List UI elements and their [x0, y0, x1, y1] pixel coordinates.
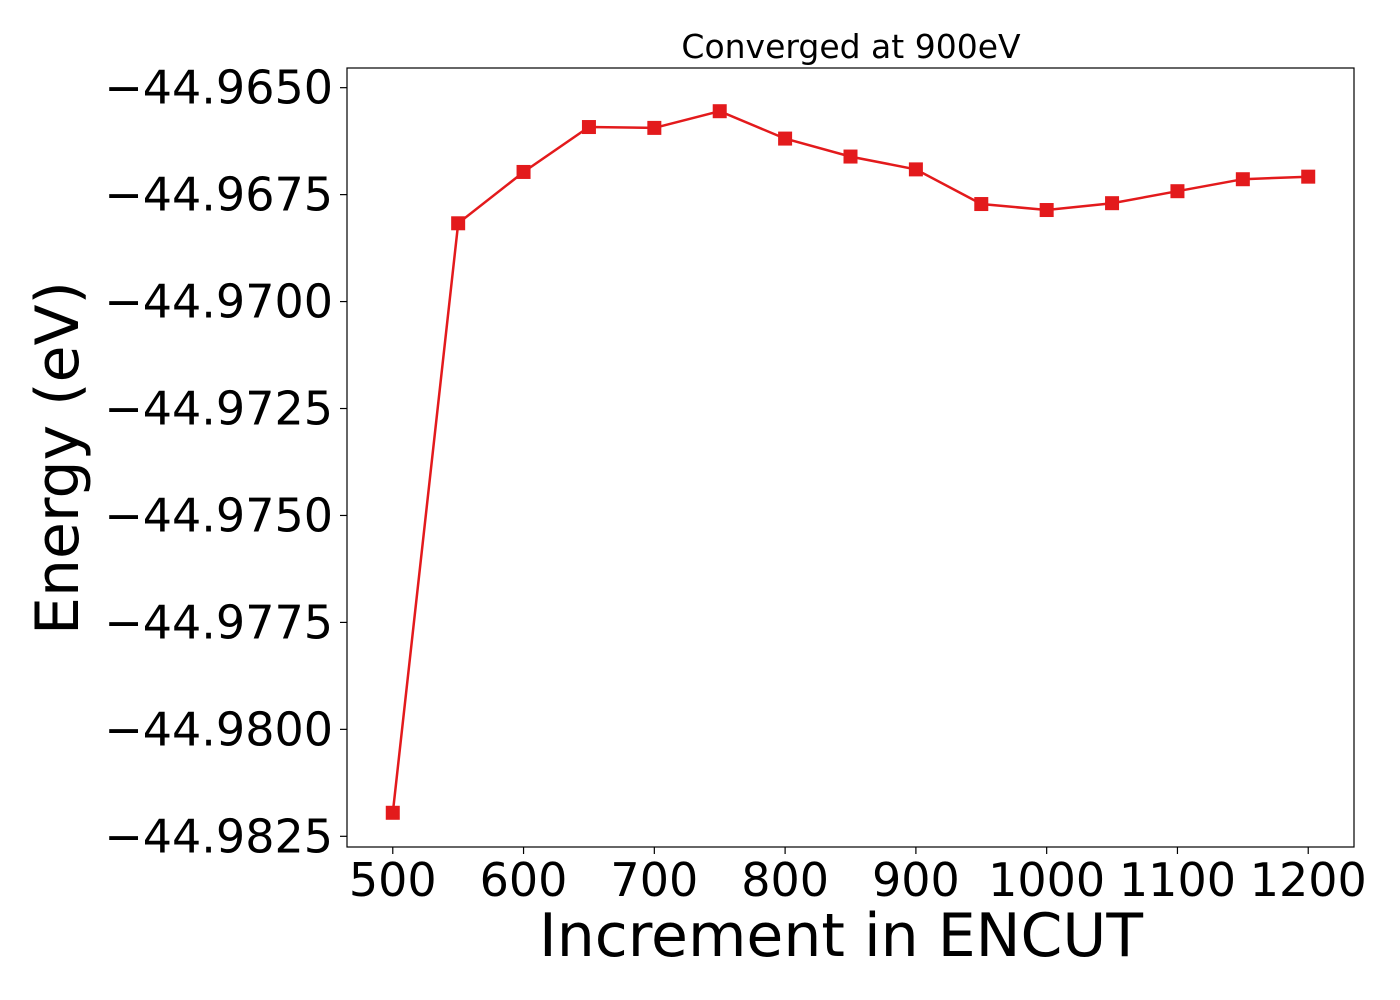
energy-series-line	[391, 109, 1309, 813]
y-tick-label: −44.9825	[104, 809, 333, 863]
y-tick-label: −44.9675	[104, 168, 333, 222]
x-tick-label: 900	[872, 853, 960, 907]
x-tick-label: 1100	[1119, 853, 1236, 907]
y-tick-label: −44.9775	[104, 595, 333, 649]
data-point-marker	[581, 120, 596, 135]
chart-title: Converged at 900eV	[681, 27, 1021, 66]
data-point-marker	[778, 131, 793, 146]
y-axis-label: Energy (eV)	[23, 281, 93, 635]
data-point-marker	[647, 120, 662, 135]
x-axis-label: Increment in ENCUT	[539, 901, 1143, 971]
data-point-marker	[908, 162, 923, 177]
x-tick-label: 600	[480, 853, 568, 907]
y-axis: −44.9650 −44.9675 −44.9700 −44.9725 −44.9750…	[104, 61, 347, 863]
x-tick-label: 500	[349, 853, 437, 907]
data-point-marker	[385, 805, 400, 820]
y-tick-label: −44.9800	[104, 702, 333, 756]
x-tick-label: 1000	[988, 853, 1105, 907]
data-point-marker	[1039, 203, 1054, 218]
data-point-marker	[712, 104, 727, 119]
y-tick-label: −44.9725	[104, 382, 333, 436]
x-axis: 500 600 700 800 900 1000 1100 1200	[349, 847, 1367, 907]
energy-series-markers	[385, 104, 1316, 820]
data-point-marker	[974, 197, 989, 212]
y-tick-label: −44.9650	[104, 61, 333, 115]
plot-area-frame	[346, 67, 1355, 848]
data-point-marker	[516, 164, 531, 179]
x-tick-label: 1200	[1250, 853, 1367, 907]
y-tick-label: −44.9700	[104, 275, 333, 329]
x-tick-label: 700	[610, 853, 698, 907]
data-point-marker	[1301, 169, 1316, 184]
data-point-marker	[1170, 184, 1185, 199]
data-point-marker	[1105, 196, 1120, 211]
data-point-marker	[843, 149, 858, 164]
data-point-marker	[451, 216, 466, 231]
data-point-marker	[1235, 172, 1250, 187]
y-tick-label: −44.9750	[104, 488, 333, 542]
x-tick-label: 800	[741, 853, 829, 907]
